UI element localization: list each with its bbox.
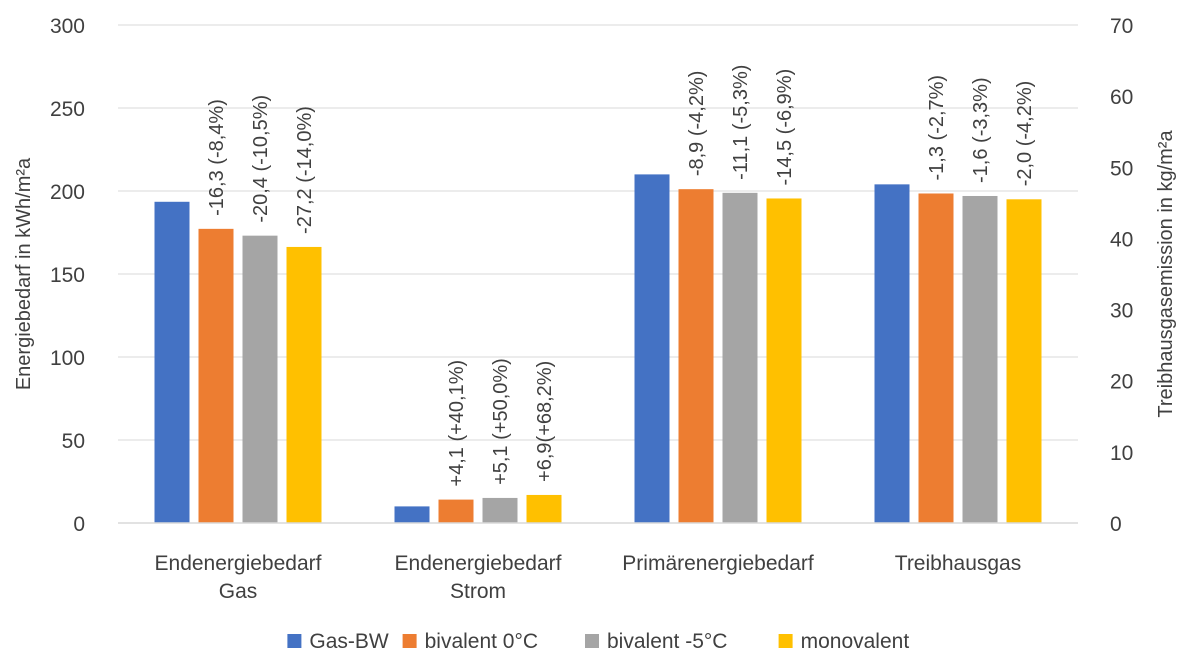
y-tick-label: 0 [73, 513, 85, 536]
bar-gas-bw [874, 184, 910, 524]
data-label: -1,6 (-3,3%) [970, 77, 992, 183]
y2-tick-label: 60 [1110, 86, 1133, 109]
data-label: +5,1 (+50,0%) [490, 358, 512, 485]
bar-gas-bw [634, 174, 670, 523]
y2-tick-label: 50 [1110, 157, 1133, 180]
legend-swatch [402, 634, 417, 648]
data-label: -14,5 (-6,9%) [774, 69, 796, 186]
bar-monovalent [526, 494, 562, 523]
x-tick-label: Primärenergiebedarf [622, 552, 814, 575]
data-label: -20,4 (-10,5%) [250, 95, 272, 223]
bar-monovalent [286, 246, 322, 523]
y2-tick-label: 30 [1110, 300, 1133, 323]
y-tick-label: 100 [50, 347, 85, 370]
legend-swatch [778, 634, 793, 648]
x-tick-label: Treibhausgas [895, 552, 1021, 575]
legend-swatch [585, 634, 599, 648]
bar-bivalent-0-c [438, 499, 474, 523]
axes: 0 50 100 150 200 250 300 0 10 20 30 40 50 60 70 Energie… [13, 15, 1177, 603]
data-label: -2,0 (-4,2%) [1014, 81, 1036, 187]
data-labels: -16,3 (-8,4%) -20,4 (-10,5%) -27,2 (-14,0%… [206, 65, 1036, 487]
data-label: -8,9 (-4,2%) [686, 71, 708, 177]
x-tick-label: Strom [450, 580, 506, 603]
legend-label: bivalent 0°C [425, 630, 538, 653]
x-tick-label: Endenergiebedarf [395, 552, 562, 575]
y-tick-label: 300 [50, 15, 85, 38]
bar-bivalent-0-c [678, 189, 714, 523]
bar-monovalent [766, 198, 802, 523]
y-tick-label: 250 [50, 98, 85, 121]
bar-bivalent-0-c [918, 193, 954, 524]
x-tick-label: Gas [219, 580, 258, 603]
bar-bivalent-5-c [482, 497, 518, 523]
bar-gas-bw [154, 201, 190, 524]
legend-swatch [287, 634, 302, 648]
bars [154, 174, 1042, 524]
y-tick-label: 200 [50, 181, 85, 204]
bar-bivalent-5-c [242, 235, 278, 524]
gridlines [118, 24, 1078, 524]
bar-bivalent-5-c [962, 195, 998, 524]
y2-tick-label: 70 [1110, 15, 1133, 38]
x-tick-label: Endenergiebedarf [155, 552, 322, 575]
bar-gas-bw [394, 506, 430, 523]
legend-label: Gas-BW [309, 630, 389, 653]
data-label: -11,1 (-5,3%) [730, 65, 752, 180]
bar-monovalent [1006, 199, 1042, 524]
legend-label: monovalent [801, 630, 910, 653]
y2-tick-label: 10 [1110, 442, 1133, 465]
data-label: +6,9(+68,2%) [534, 361, 556, 482]
legend-label: bivalent -5°C [607, 630, 727, 653]
y-axis-title: Energiebedarf in kWh/m²a [13, 157, 35, 390]
y2-tick-label: 0 [1110, 513, 1122, 536]
data-label: -16,3 (-8,4%) [206, 99, 228, 216]
data-label: -1,3 (-2,7%) [926, 75, 948, 181]
y-tick-label: 50 [62, 430, 85, 453]
y-tick-label: 150 [50, 264, 85, 287]
legend: Gas-BW bivalent 0°C bivalent -5°C monovalen… [287, 630, 909, 653]
bar-bivalent-0-c [198, 228, 234, 523]
y2-axis-title: Treibhausgasemission in kg/m²a [1155, 130, 1177, 418]
data-label: -27,2 (-14,0%) [294, 106, 316, 234]
data-label: +4,1 (+40,1%) [446, 360, 468, 487]
y2-tick-label: 20 [1110, 371, 1133, 394]
bar-bivalent-5-c [722, 192, 758, 524]
y2-tick-label: 40 [1110, 228, 1133, 251]
